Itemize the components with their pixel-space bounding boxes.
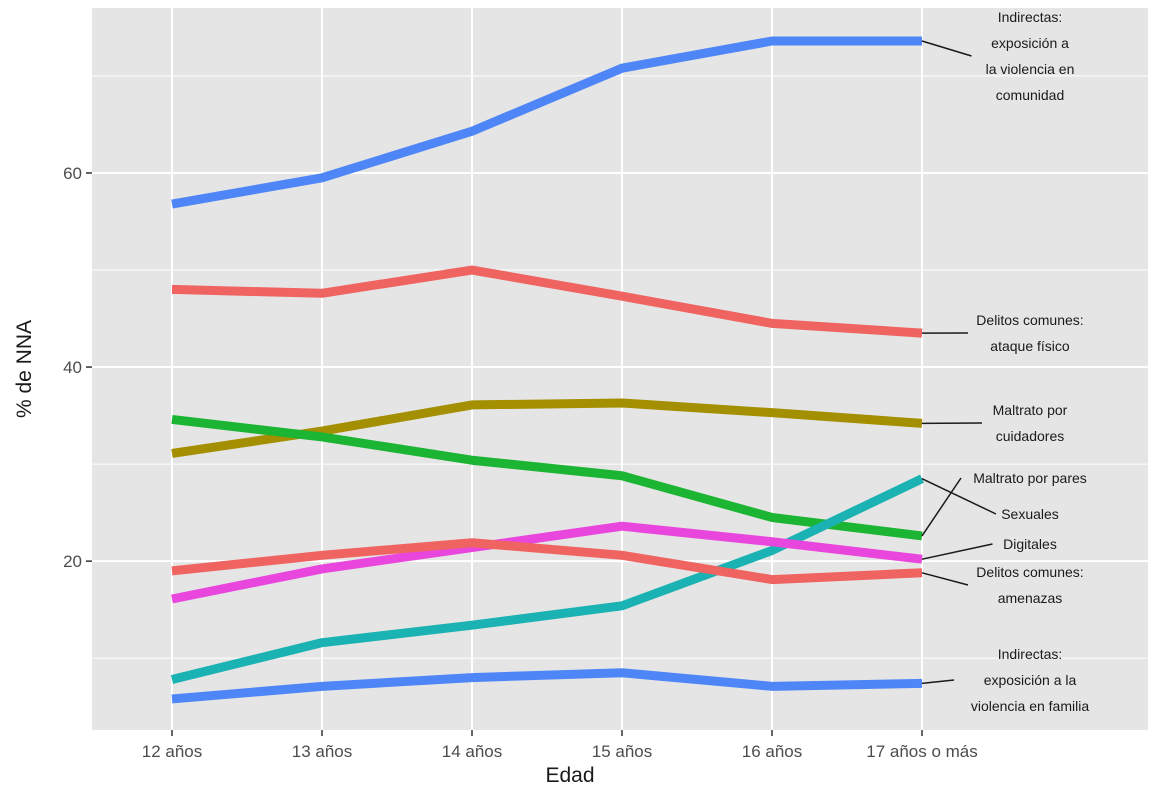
x-tick-label: 17 años o más [866, 742, 978, 761]
x-tick-label: 14 años [442, 742, 503, 761]
series-line-4 [171, 414, 923, 541]
series-line-5 [170, 474, 924, 684]
series-label-line: Maltrato por pares [973, 470, 1087, 486]
label-leader-line [921, 477, 997, 515]
series-label-line: Indirectas: [998, 9, 1063, 25]
y-axis: 20 40 60 [63, 164, 92, 571]
series-label-line: amenazas [998, 590, 1063, 606]
series-label-line: Sexuales [1001, 506, 1059, 522]
series-label-7: Delitos comunes: amenazas [976, 564, 1083, 606]
series-label-line: Maltrato por [993, 402, 1068, 418]
series-label-2: Delitos comunes: ataque físico [976, 312, 1083, 354]
series-label-line: Delitos comunes: [976, 564, 1083, 580]
x-tick-label: 13 años [292, 742, 353, 761]
x-tick-label: 16 años [742, 742, 803, 761]
series-label-3: Maltrato por cuidadores [993, 402, 1068, 444]
series-label-line: Indirectas: [998, 646, 1063, 662]
series-line-7 [171, 538, 923, 585]
series-line-2 [171, 265, 923, 338]
label-leader-line [921, 543, 993, 560]
series-label-5: Sexuales [1001, 506, 1059, 522]
series-label-6: Digitales [1003, 536, 1057, 552]
y-axis-title: % de NNA [13, 320, 36, 418]
label-leader-line [921, 40, 972, 57]
y-tick-label: 20 [63, 552, 82, 571]
y-tick-label: 40 [63, 358, 82, 377]
label-leader-line [921, 477, 962, 537]
series-label-line: ataque físico [990, 338, 1070, 354]
series-label-line: violencia en familia [971, 698, 1089, 714]
x-tick-label: 15 años [592, 742, 653, 761]
series-line-1 [171, 36, 922, 209]
series-label-line: exposición a la [984, 672, 1077, 688]
series-label-line: comunidad [996, 87, 1065, 103]
plot-panel [92, 8, 1148, 730]
series-label-1: Indirectas: exposición a la violencia en co… [986, 9, 1075, 103]
series-label-line: la violencia en [986, 61, 1075, 77]
series-label-line: Digitales [1003, 536, 1057, 552]
series-label-8: Indirectas: exposición a la violencia en f… [971, 646, 1089, 714]
series-label-line: exposición a [991, 35, 1069, 51]
series-label-line: Delitos comunes: [976, 312, 1083, 328]
x-tick-label: 12 años [142, 742, 203, 761]
series-label-line: cuidadores [996, 428, 1065, 444]
series-line-8 [171, 668, 923, 704]
series-label-4: Maltrato por pares [973, 470, 1087, 486]
series-line-6 [171, 521, 923, 604]
x-axis: 12 años 13 años 14 años 15 años 16 años 17 añ… [142, 730, 978, 761]
series-lines [170, 36, 924, 704]
label-leader-line [921, 679, 955, 685]
label-leader-line [921, 572, 969, 586]
y-tick-label: 60 [63, 164, 82, 183]
series-labels: Indirectas: exposición a la violencia en co… [921, 9, 1089, 714]
x-axis-title: Edad [545, 764, 594, 787]
